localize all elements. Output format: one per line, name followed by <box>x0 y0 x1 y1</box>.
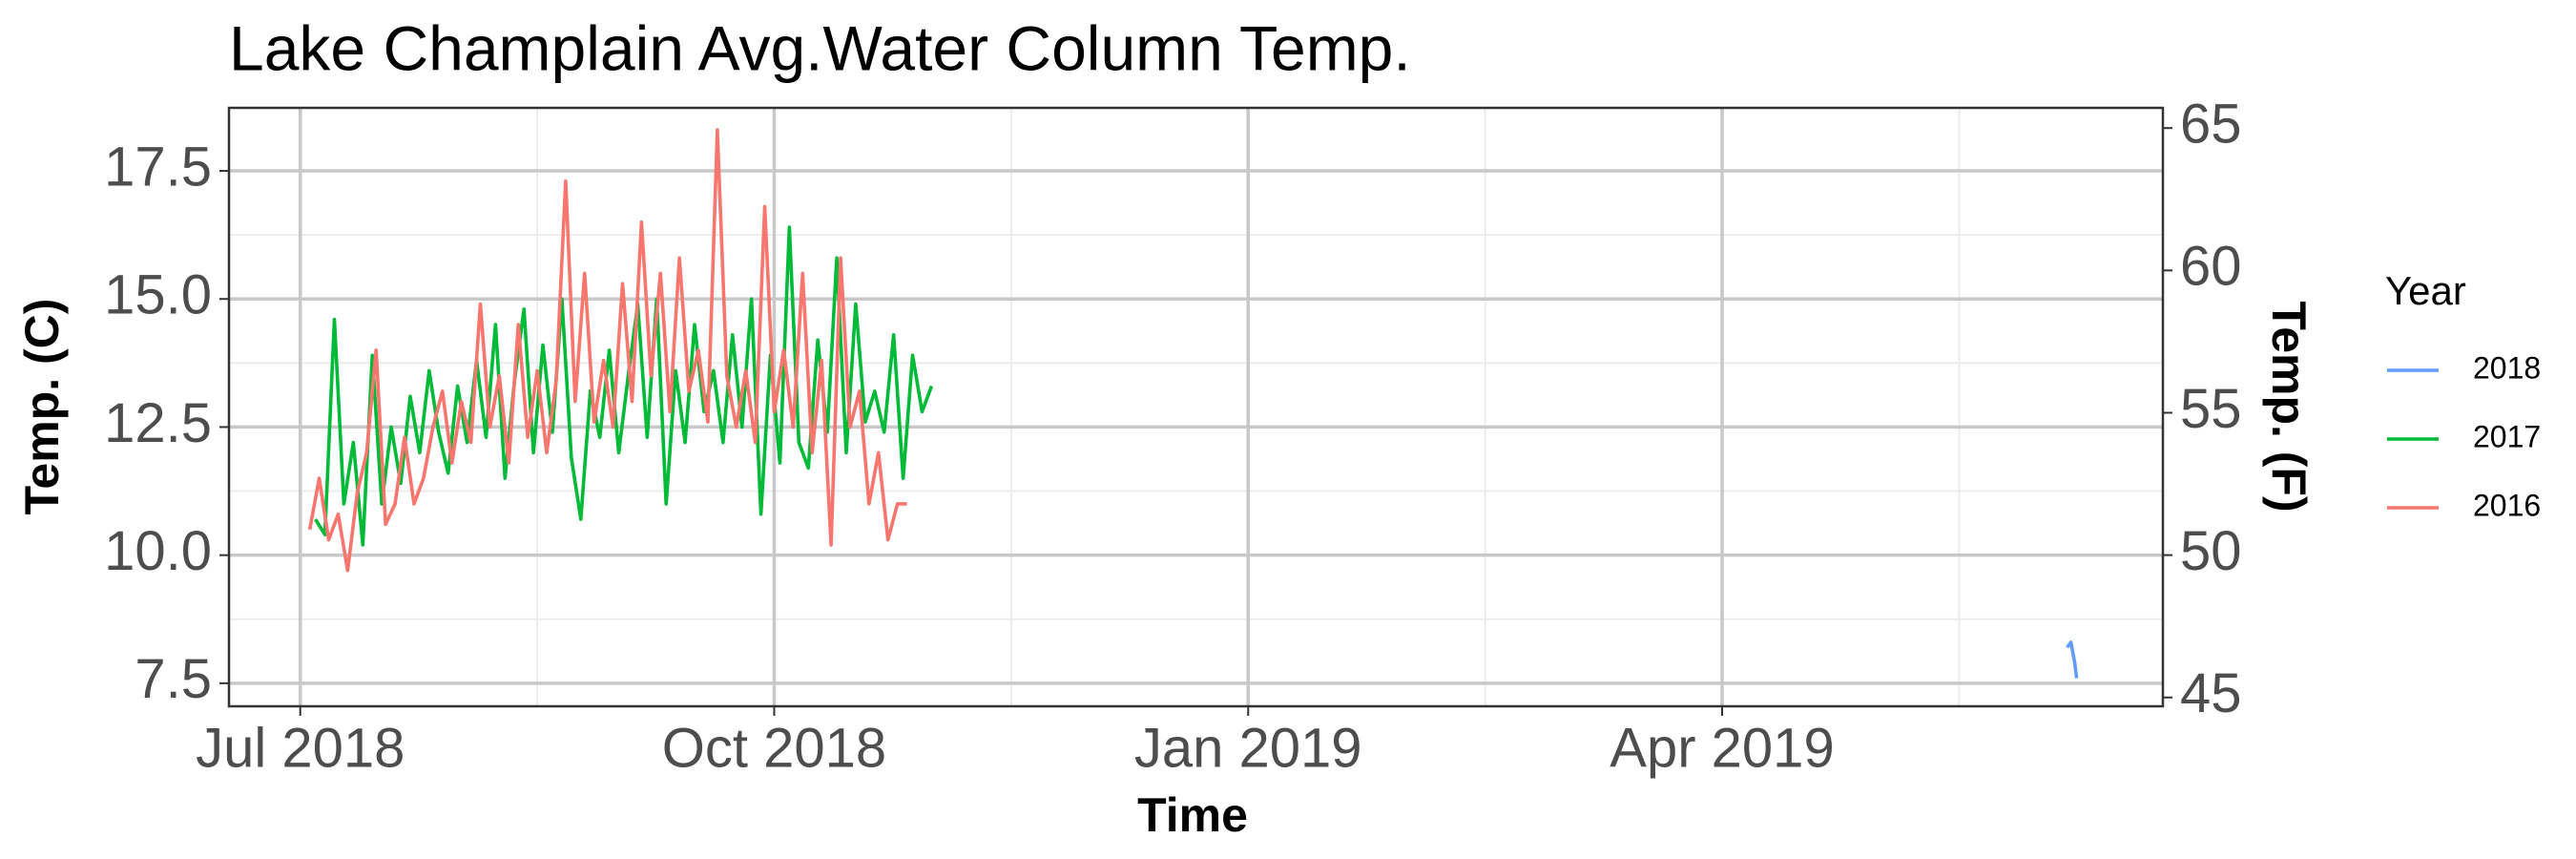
y-tick-label: 17.5 <box>104 136 212 198</box>
x-tick-label: Apr 2019 <box>1610 717 1834 779</box>
data-line <box>307 128 907 573</box>
y2-tick-label: 65 <box>2180 94 2242 156</box>
y-tick-label: 10.0 <box>104 520 212 582</box>
y2-tick-label: 55 <box>2180 378 2242 440</box>
legend-title: Year <box>2385 268 2466 313</box>
legend-label: 2018 <box>2473 350 2541 385</box>
y2-tick-label: 50 <box>2180 520 2242 582</box>
y-tick-label: 15.0 <box>104 264 212 326</box>
y2-tick-label: 60 <box>2180 236 2242 298</box>
y-tick-label: 12.5 <box>104 392 212 454</box>
legend-label: 2016 <box>2473 488 2541 522</box>
x-tick-label: Jul 2018 <box>196 717 405 779</box>
x-tick-label: Oct 2018 <box>662 717 886 779</box>
y-tick-label: 7.5 <box>135 648 212 710</box>
x-axis-title: Time <box>1137 788 1248 842</box>
y2-tick-label: 45 <box>2180 662 2242 724</box>
plot-background <box>229 108 2163 706</box>
data-line <box>2066 640 2079 679</box>
plot-border <box>227 106 2165 708</box>
chart-title: Lake Champlain Avg.Water Column Temp. <box>229 12 1411 83</box>
data-line <box>314 225 934 547</box>
y-axis-title: Temp. (C) <box>15 299 69 515</box>
y2-axis-title: Temp. (F) <box>2262 301 2316 512</box>
x-tick-label: Jan 2019 <box>1134 717 1362 779</box>
legend-label: 2017 <box>2473 419 2541 453</box>
